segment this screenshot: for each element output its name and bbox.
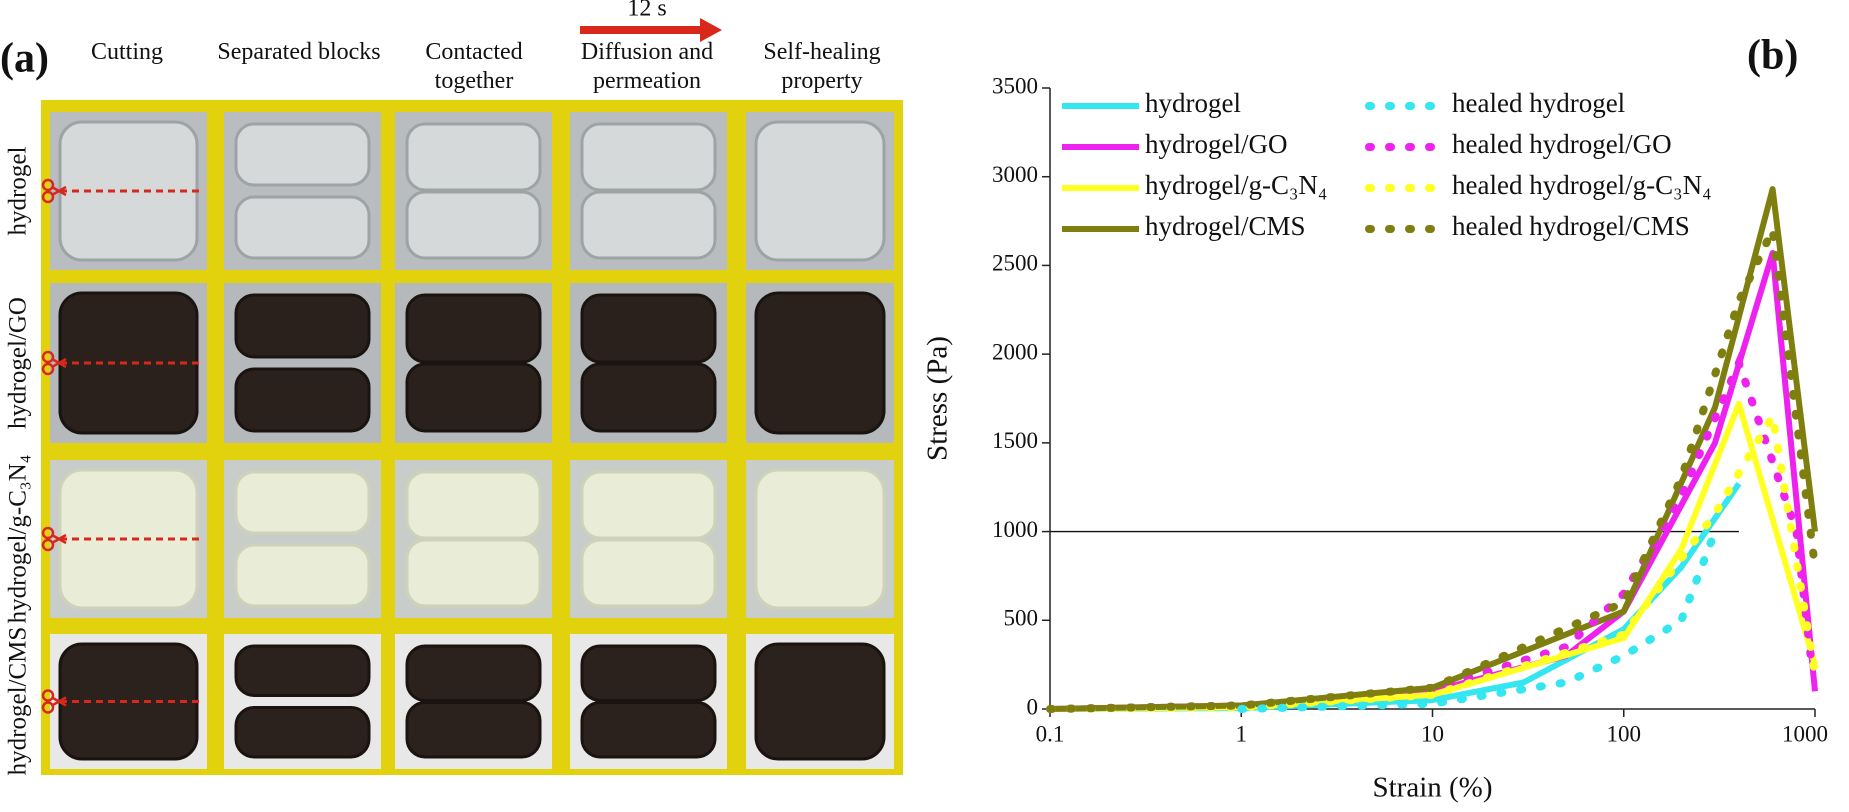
gel-block <box>58 642 199 761</box>
gel-block <box>405 293 542 364</box>
series-line <box>1049 250 1818 712</box>
scissors <box>51 357 67 369</box>
scissors <box>41 350 55 364</box>
gel-block <box>580 362 717 433</box>
x-axis-label: Strain (%) <box>1373 772 1493 804</box>
scissors <box>41 190 55 204</box>
y-tick-label: 1000 <box>992 517 1038 542</box>
gel-block <box>234 293 371 359</box>
gel-block <box>580 538 717 608</box>
scissors <box>41 526 55 540</box>
column-header: Self-healing property <box>763 39 881 94</box>
scissors <box>41 701 55 714</box>
gel-block <box>754 291 886 435</box>
row-label: hydrogel/GO <box>5 297 32 429</box>
x-tick-label: 100 <box>1607 721 1642 746</box>
scissors <box>51 533 67 545</box>
gel-block <box>234 470 371 535</box>
scissors <box>51 185 67 197</box>
x-tick-label: 0.1 <box>1036 721 1065 746</box>
legend-label: healed hydrogel/CMS <box>1452 211 1690 241</box>
column-header: Diffusion and permeation <box>580 39 714 94</box>
row-label: hydrogel <box>5 147 32 236</box>
x-tick-label: 1 <box>1236 721 1248 746</box>
column-header: Contacted together <box>425 39 523 94</box>
gel-block <box>405 701 542 759</box>
panel-label: (a) <box>0 36 49 82</box>
gel-block <box>580 122 717 192</box>
series-line <box>1046 215 1819 713</box>
y-tick-label: 500 <box>1004 606 1039 631</box>
scissors <box>41 178 55 192</box>
gel-block <box>234 195 371 260</box>
series-line <box>1049 481 1742 712</box>
legend-label: healed hydrogel/GO <box>1452 129 1672 159</box>
series-line <box>1049 186 1818 712</box>
gel-block <box>234 367 371 433</box>
row-label: hydrogel/CMS <box>5 627 32 776</box>
gel-block <box>234 543 371 608</box>
arrow-label: 12 s <box>627 0 666 22</box>
x-tick-label: 1000 <box>1782 721 1828 746</box>
y-tick-label: 3500 <box>992 73 1038 98</box>
gel-block <box>405 470 542 540</box>
panel-label: (b) <box>1747 33 1798 79</box>
gel-block <box>580 293 717 364</box>
gel-block <box>580 644 717 702</box>
scissors <box>41 362 55 376</box>
y-axis-label: Stress (Pa) <box>922 336 954 461</box>
series-line <box>1237 527 1719 713</box>
legend-label: hydrogel <box>1145 88 1241 118</box>
column-header: Separated blocks <box>217 39 381 65</box>
y-tick-label: 2000 <box>992 339 1038 364</box>
gel-block <box>234 122 371 187</box>
gel-block <box>580 701 717 759</box>
gel-block <box>754 120 886 262</box>
column-header: Cutting <box>90 39 163 65</box>
gel-block <box>58 120 199 262</box>
scissors <box>41 689 55 702</box>
y-tick-label: 3000 <box>992 162 1038 187</box>
gel-block <box>580 190 717 260</box>
gel-block <box>234 644 371 697</box>
series-line <box>1046 351 1815 713</box>
gel-block <box>58 291 199 435</box>
y-tick-label: 2500 <box>992 251 1038 276</box>
gel-block <box>405 538 542 608</box>
time-arrow-head <box>700 18 722 42</box>
legend-label: healed hydrogel/g-C₃N₄ <box>1452 170 1712 200</box>
gel-block <box>58 468 199 610</box>
x-tick-label: 10 <box>1421 721 1444 746</box>
scissors <box>41 538 55 552</box>
y-tick-label: 0 <box>1027 694 1039 719</box>
legend-label: healed hydrogel <box>1452 88 1625 118</box>
legend-label: hydrogel/GO <box>1145 129 1287 159</box>
gel-block <box>405 362 542 433</box>
gel-block <box>405 122 542 192</box>
legend-label: hydrogel/CMS <box>1145 211 1306 241</box>
row-label: hydrogel/g-C₃N₄ <box>5 455 32 624</box>
gel-block <box>405 190 542 260</box>
gel-block <box>405 644 542 702</box>
gel-block <box>234 706 371 759</box>
gel-block <box>580 470 717 540</box>
gel-block <box>754 468 886 610</box>
gel-block <box>754 642 886 761</box>
y-tick-label: 1500 <box>992 428 1038 453</box>
series-line <box>1046 404 1819 713</box>
legend-label: hydrogel/g-C₃N₄ <box>1145 170 1327 200</box>
scissors <box>51 696 67 707</box>
